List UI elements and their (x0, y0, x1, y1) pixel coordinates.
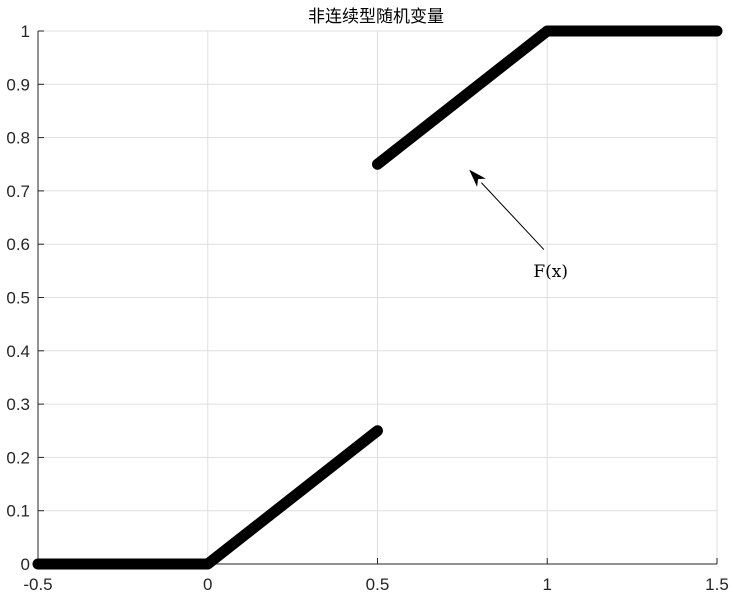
x-tick-label-2: 0.5 (366, 575, 390, 594)
cdf-segment-1 (372, 25, 723, 170)
annotation-layer: F(x) (469, 169, 568, 282)
y-tick-label-3: 0.3 (6, 395, 30, 414)
y-tick-label-6: 0.6 (6, 235, 30, 254)
y-tick-label-2: 0.2 (6, 448, 30, 467)
y-tick-label-9: 0.9 (6, 75, 30, 94)
series-layer (32, 25, 723, 570)
tick-labels-layer: -0.5 0 0.5 1 1.500.10.20.30.40.50.60.70.80.9… (6, 22, 728, 594)
annotation-label: F(x) (533, 262, 568, 282)
chart-title: 非连续型随机变量 (308, 7, 444, 27)
y-tick-label-4: 0.4 (6, 342, 30, 361)
y-tick-label-5: 0.5 (6, 289, 30, 308)
x-tick-label-1: 0 (203, 575, 212, 594)
y-tick-label-8: 0.8 (6, 129, 30, 148)
x-tick-label-4: 1.5 (705, 575, 729, 594)
x-tick-label-0: -0.5 (23, 575, 52, 594)
y-tick-label-0: 0 (21, 555, 30, 574)
annotation-arrow-head (469, 169, 486, 187)
x-tick-label-3: 1 (543, 575, 552, 594)
annotation-arrow-line (481, 182, 545, 250)
y-tick-label-10: 1 (21, 22, 30, 41)
cdf-segment-0 (32, 425, 383, 570)
y-tick-label-1: 0.1 (6, 502, 30, 521)
y-tick-label-7: 0.7 (6, 182, 30, 201)
